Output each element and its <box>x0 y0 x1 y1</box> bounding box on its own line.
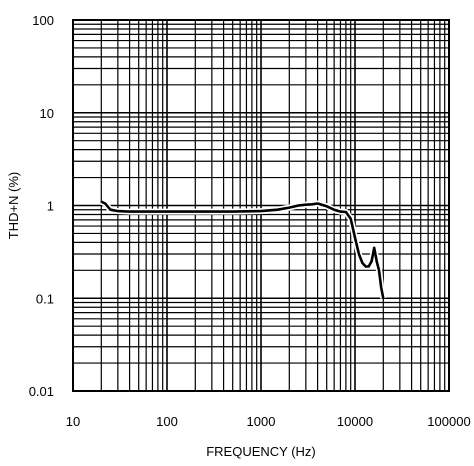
y-tick-label: 100 <box>32 13 54 28</box>
x-tick-labels: 10 100 1000 10000 100000 <box>66 414 471 429</box>
data-point <box>231 210 234 213</box>
data-point <box>382 297 385 300</box>
data-point <box>297 204 300 207</box>
data-point <box>117 210 119 212</box>
data-point <box>128 210 131 213</box>
data-point <box>375 260 378 263</box>
data-point <box>305 203 307 206</box>
data-point <box>288 206 291 209</box>
data-point <box>380 286 383 289</box>
data-point <box>333 208 335 211</box>
data-point <box>194 210 197 213</box>
y-tick-label: 10 <box>40 106 54 121</box>
x-tick-label: 100000 <box>427 414 470 429</box>
data-point <box>100 200 103 203</box>
y-tick-label: 1 <box>47 199 54 214</box>
x-tick-label: 10000 <box>337 414 373 429</box>
data-point <box>311 203 313 206</box>
series-group <box>100 198 387 300</box>
data-point <box>354 236 356 239</box>
y-tick-label: 0.1 <box>36 291 54 306</box>
x-tick-label: 100 <box>156 414 178 429</box>
data-point <box>166 210 168 213</box>
data-point <box>345 211 347 213</box>
data-point <box>378 269 380 272</box>
grid <box>72 20 449 392</box>
data-point <box>316 202 319 205</box>
data-point <box>260 210 262 212</box>
x-axis-title: FREQUENCY (Hz) <box>206 444 316 459</box>
y-tick-labels: 0.01 0.1 1 10 100 <box>29 13 54 399</box>
data-point <box>367 265 370 268</box>
x-tick-label: 10 <box>66 414 80 429</box>
series-line <box>100 200 385 299</box>
data-point <box>145 210 147 213</box>
data-point <box>373 246 375 249</box>
data-point <box>358 253 360 255</box>
y-axis-title: THD+N (%) <box>6 172 21 240</box>
x-tick-label: 1000 <box>247 414 276 429</box>
data-point <box>361 262 364 264</box>
plot-frame <box>72 19 450 392</box>
data-point <box>109 208 112 211</box>
data-point <box>104 202 106 205</box>
data-point <box>325 205 328 208</box>
data-point <box>339 210 342 213</box>
data-point <box>276 208 279 211</box>
data-point <box>370 260 373 263</box>
data-point <box>349 217 352 220</box>
y-tick-label: 0.01 <box>29 384 54 399</box>
data-point <box>364 265 367 268</box>
